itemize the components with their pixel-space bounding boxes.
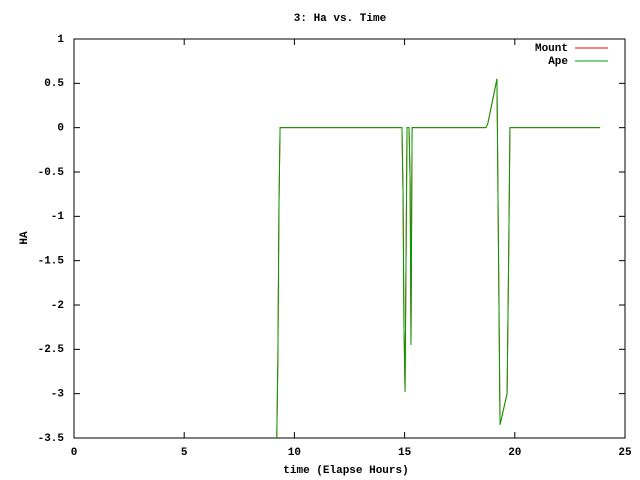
y-tick-label: -0.5 [38,167,65,179]
y-tick-label: -2 [51,300,64,312]
x-axis-label: time (Elapse Hours) [283,465,408,477]
y-tick-label: -3.5 [38,433,65,445]
x-tick-label: 25 [618,447,632,459]
y-tick-label: -2.5 [38,344,65,356]
y-tick-label: 0.5 [44,78,64,90]
x-tick-label: 5 [181,447,188,459]
y-tick-label: -3 [51,389,65,401]
x-tick-label: 0 [71,447,78,459]
x-tick-label: 10 [288,447,301,459]
legend-label: Mount [535,43,568,55]
chart-title: 3: Ha vs. Time [294,13,387,25]
y-tick-label: -1.5 [38,256,65,268]
y-axis-label: HA [19,231,31,245]
y-tick-label: -1 [51,211,65,223]
x-tick-label: 20 [508,447,521,459]
plot-border [73,38,626,439]
y-tick-label: 0 [57,123,64,135]
y-tick-label: 1 [57,34,64,46]
line [276,78,601,439]
x-tick-label: 15 [398,447,412,459]
line [276,78,601,439]
legend-label: Ape [548,56,568,68]
